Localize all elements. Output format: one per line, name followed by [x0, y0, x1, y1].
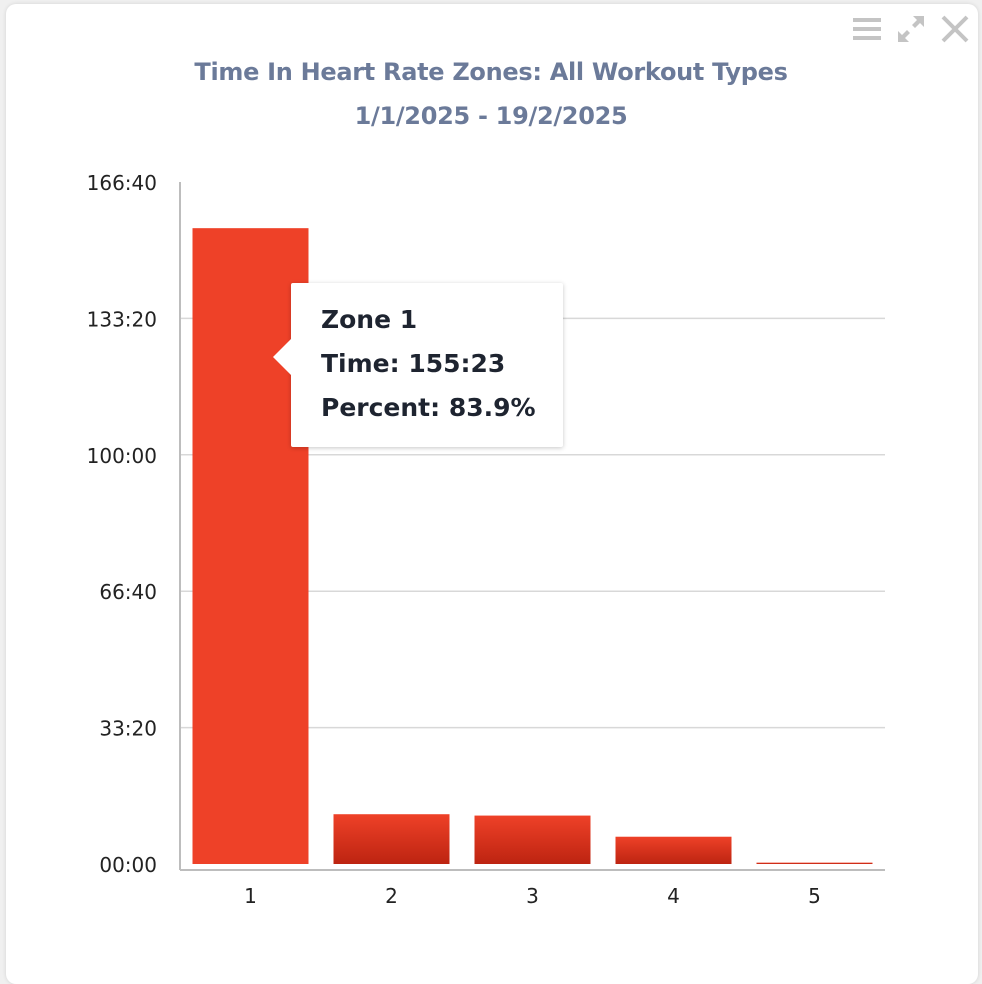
y-tick-label: 66:40	[99, 580, 157, 604]
bar-zone-2[interactable]	[333, 814, 450, 864]
bar-tooltip: Zone 1 Time: 155:23 Percent: 83.9%	[273, 283, 563, 447]
chart-title: Time In Heart Rate Zones: All Workout Ty…	[194, 58, 788, 86]
expand-arrows-icon[interactable]	[896, 14, 926, 44]
bar-zone-4[interactable]	[615, 836, 732, 864]
close-x-icon[interactable]	[940, 14, 970, 44]
y-tick-label: 00:00	[99, 853, 157, 877]
y-tick-label: 100:00	[87, 444, 157, 468]
bar-zone-3[interactable]	[474, 815, 591, 864]
tooltip-zone: Zone 1	[321, 305, 418, 334]
y-tick-label: 133:20	[87, 307, 157, 331]
y-tick-label: 33:20	[99, 717, 157, 741]
x-tick-label: 5	[808, 884, 821, 908]
x-tick-label: 3	[526, 884, 539, 908]
axes	[179, 182, 885, 871]
hamburger-menu-icon[interactable]	[852, 14, 882, 44]
chart-subtitle: 1/1/2025 - 19/2/2025	[354, 102, 628, 130]
tick-labels: 00:00 33:20 66:40 100:00 133:20 166:40 1 2 3 4 5	[87, 171, 821, 908]
y-tick-label: 166:40	[87, 171, 157, 195]
bar-zone-5[interactable]	[756, 862, 873, 864]
tooltip-time: Time: 155:23	[321, 349, 506, 378]
x-tick-label: 1	[244, 884, 257, 908]
chart-toolbar	[852, 14, 970, 44]
bar-zone-1[interactable]	[192, 228, 309, 865]
x-tick-label: 2	[385, 884, 398, 908]
bars	[192, 228, 873, 865]
x-tick-label: 4	[667, 884, 680, 908]
tooltip-percent: Percent: 83.9%	[321, 393, 536, 422]
